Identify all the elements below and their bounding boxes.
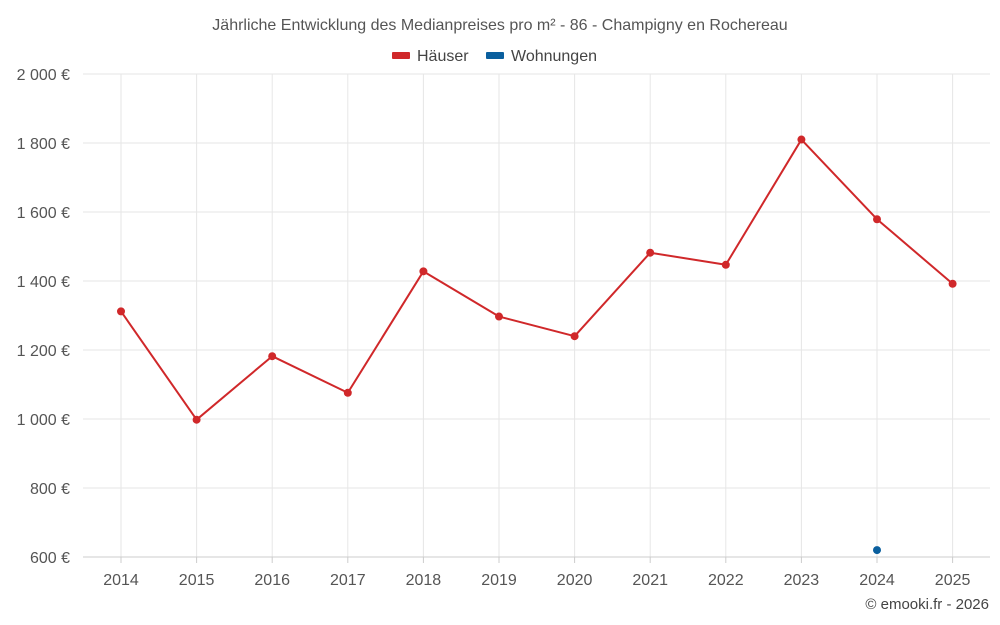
x-tick-label: 2014	[103, 572, 139, 589]
legend-swatch	[486, 52, 504, 59]
x-tick-label: 2022	[708, 572, 744, 589]
x-tick-label: 2021	[632, 572, 668, 589]
data-point[interactable]	[495, 312, 503, 321]
x-tick-label: 2025	[935, 572, 971, 589]
x-tick-label: 2023	[784, 572, 820, 589]
data-point[interactable]	[419, 267, 428, 276]
legend-label[interactable]: Wohnungen	[511, 48, 597, 65]
data-point[interactable]	[570, 332, 579, 341]
data-point[interactable]	[117, 307, 125, 316]
data-point[interactable]	[343, 388, 352, 397]
data-point[interactable]	[721, 260, 730, 269]
y-tick-label: 1 800 €	[17, 136, 70, 153]
y-tick-label: 1 400 €	[17, 274, 70, 291]
x-tick-label: 2020	[557, 572, 593, 589]
y-tick-label: 2 000 €	[17, 67, 70, 84]
y-tick-label: 1 600 €	[17, 205, 70, 222]
legend-swatch	[392, 52, 410, 59]
y-tick-label: 600 €	[30, 550, 70, 567]
y-tick-label: 800 €	[30, 481, 70, 498]
data-point[interactable]	[873, 215, 881, 224]
data-point[interactable]	[268, 352, 277, 361]
legend-label[interactable]: Häuser	[417, 48, 469, 65]
data-point[interactable]	[797, 135, 806, 144]
x-tick-label: 2017	[330, 572, 366, 589]
data-point[interactable]	[192, 415, 201, 424]
series-layer	[117, 135, 957, 555]
x-tick-label: 2018	[406, 572, 442, 589]
data-point[interactable]	[873, 546, 881, 555]
x-tick-label: 2016	[254, 572, 290, 589]
legend: Häuser Wohnungen	[392, 48, 597, 65]
data-point[interactable]	[948, 279, 957, 288]
credit-text: © emooki.fr - 2026	[865, 596, 989, 613]
x-tick-label: 2015	[179, 572, 215, 589]
y-tick-label: 1 200 €	[17, 343, 70, 360]
x-tick-label: 2024	[859, 572, 895, 589]
data-point[interactable]	[646, 248, 655, 257]
x-axis: 2014 2015 2016 2017 2018 2019 2020 2021 2022 2023…	[83, 556, 990, 589]
x-tick-label: 2019	[481, 572, 517, 589]
grid	[83, 73, 990, 558]
y-axis: 600 € 800 € 1 000 € 1 200 € 1 400 € 1 600 € 1 …	[17, 67, 70, 567]
series-line-0	[120, 138, 954, 421]
chart-title: Jährliche Entwicklung des Medianpreises …	[212, 17, 787, 34]
y-tick-label: 1 000 €	[17, 412, 70, 429]
